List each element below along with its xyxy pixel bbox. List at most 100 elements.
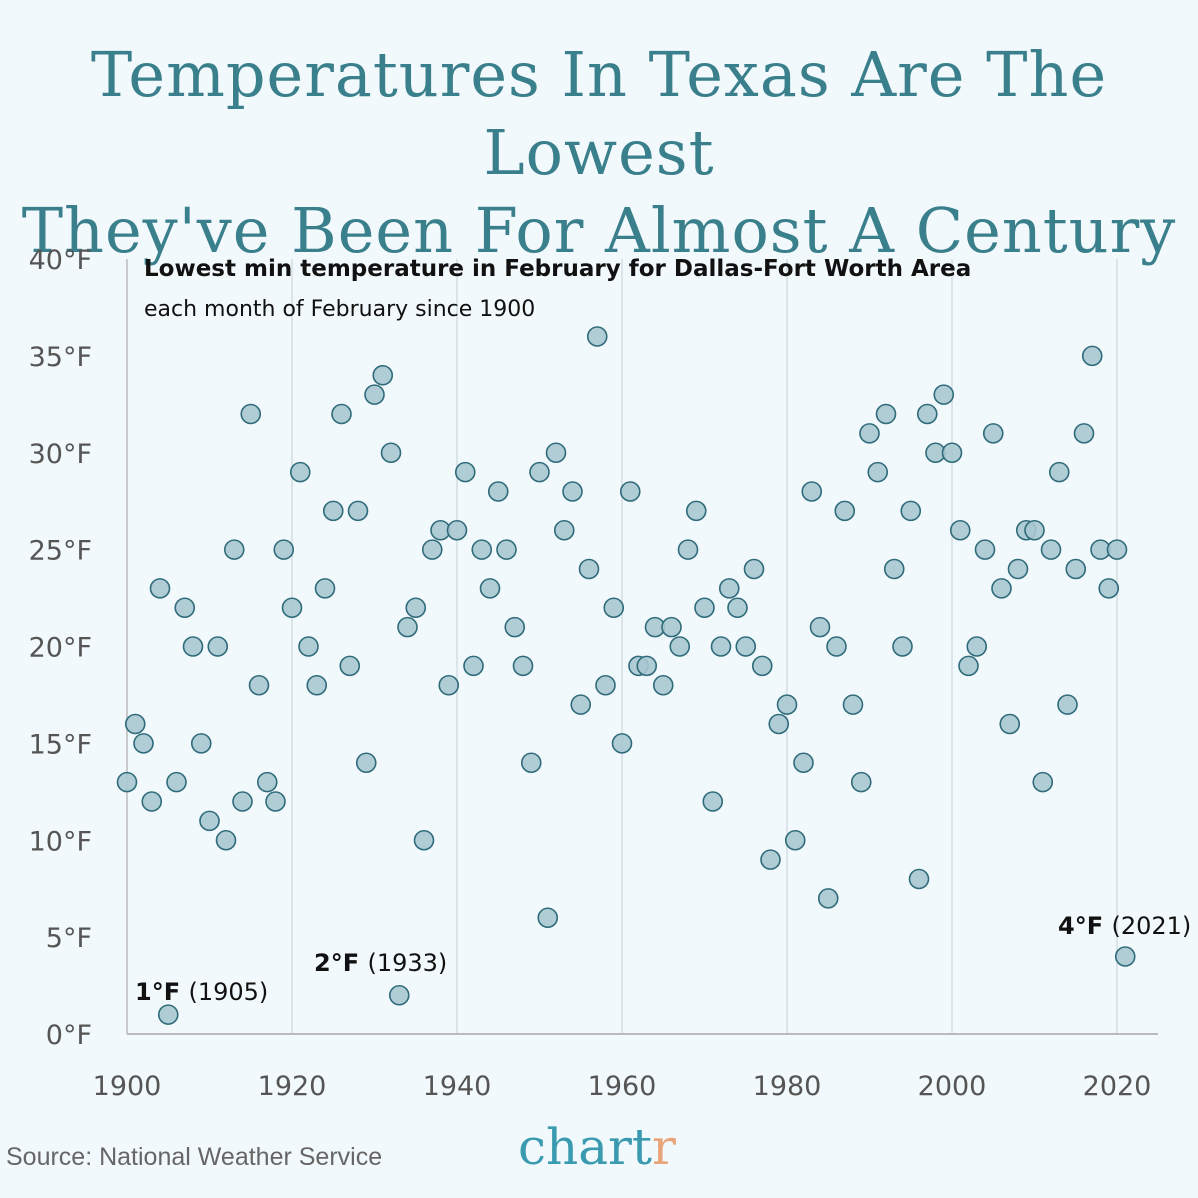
data-point [735, 636, 757, 657]
data-point [380, 442, 402, 464]
data-point [529, 461, 550, 483]
data-point [669, 636, 691, 657]
data-point [1048, 461, 1070, 483]
data-point [850, 771, 872, 793]
data-point [1057, 694, 1078, 715]
data-point [438, 674, 460, 696]
data-point [892, 636, 913, 657]
x-tick-label: 1960 [588, 1071, 657, 1102]
data-point [1081, 345, 1103, 367]
y-tick-label: 10°F [29, 826, 92, 857]
data-point [916, 403, 938, 425]
data-point [116, 771, 138, 793]
data-point [454, 461, 476, 483]
data-point [694, 597, 715, 619]
data-point [463, 655, 484, 677]
data-point [322, 500, 344, 522]
y-tick-label: 20°F [29, 633, 92, 664]
annotation-label: 4°F (2021) [1058, 912, 1191, 940]
data-point [133, 733, 154, 754]
data-point [273, 539, 295, 560]
data-point [727, 597, 748, 619]
data-point [941, 442, 963, 464]
annotation-year: (2021) [1111, 912, 1191, 940]
data-point [182, 636, 204, 657]
data-point [207, 636, 229, 657]
data-point [314, 578, 336, 599]
data-point [966, 636, 988, 657]
data-point [355, 752, 377, 774]
chartr-logo: chartr [518, 1118, 676, 1176]
x-tick-label: 1940 [423, 1071, 492, 1102]
data-point [289, 461, 311, 483]
data-point [751, 655, 773, 677]
data-point [793, 752, 814, 774]
data-point [867, 461, 889, 483]
data-point [982, 423, 1004, 444]
data-point [677, 539, 699, 560]
data-point [1007, 558, 1029, 580]
data-point [776, 694, 798, 715]
x-tick-label: 1920 [258, 1071, 327, 1102]
data-point [562, 481, 583, 502]
data-point [883, 558, 905, 580]
logo-main: chart [518, 1118, 653, 1176]
data-point [545, 442, 567, 464]
data-point [166, 771, 187, 793]
data-point [619, 481, 641, 502]
annotation-year: (1933) [367, 949, 447, 977]
data-point [157, 1004, 179, 1025]
data-point [991, 578, 1012, 599]
data-point [595, 674, 616, 696]
chart-title: Temperatures In Texas Are The Lowest The… [0, 36, 1198, 270]
data-point [578, 558, 600, 580]
data-point [124, 713, 146, 735]
data-point [702, 791, 724, 812]
y-tick-label: 25°F [29, 536, 92, 567]
y-tick-label: 5°F [46, 923, 92, 954]
data-point [900, 500, 922, 522]
data-point [479, 578, 501, 599]
data-point [331, 403, 352, 425]
x-tick-label: 1900 [93, 1071, 162, 1102]
y-tick-label: 15°F [29, 729, 92, 760]
data-point [809, 616, 831, 638]
data-point [743, 558, 765, 580]
data-point [801, 481, 823, 502]
data-point [1106, 539, 1128, 560]
data-point [174, 597, 196, 619]
data-point [388, 984, 410, 1006]
annotation-value: 1°F [135, 978, 188, 1006]
data-point [306, 674, 328, 696]
data-point [265, 791, 286, 812]
data-point [570, 694, 592, 715]
annotation-label: 2°F (1933) [314, 949, 447, 977]
data-point [958, 655, 979, 677]
chart-subtitle-heading: Lowest min temperature in February for D… [144, 256, 971, 282]
data-point [281, 597, 303, 619]
data-point [842, 694, 864, 715]
annotation-label: 1°F (1905) [135, 978, 268, 1006]
data-point [999, 713, 1021, 735]
data-point [636, 655, 658, 677]
data-point [215, 829, 237, 851]
data-point [908, 868, 930, 890]
data-point [859, 423, 880, 444]
data-point [223, 539, 245, 560]
x-tick-label: 2000 [918, 1071, 987, 1102]
data-point [496, 539, 517, 560]
data-point [661, 616, 682, 638]
data-point [298, 636, 319, 657]
source-note: Source: National Weather Service [6, 1143, 383, 1171]
x-tick-label: 2020 [1083, 1071, 1152, 1102]
chart-subtitle: each month of February since 1900 [144, 297, 535, 322]
data-point [603, 597, 625, 619]
data-point [372, 364, 394, 386]
data-point [933, 384, 955, 405]
data-point [1065, 558, 1087, 580]
data-point [487, 481, 509, 502]
data-point [784, 829, 806, 851]
data-point [949, 519, 971, 541]
annotation-value: 2°F [314, 949, 367, 977]
